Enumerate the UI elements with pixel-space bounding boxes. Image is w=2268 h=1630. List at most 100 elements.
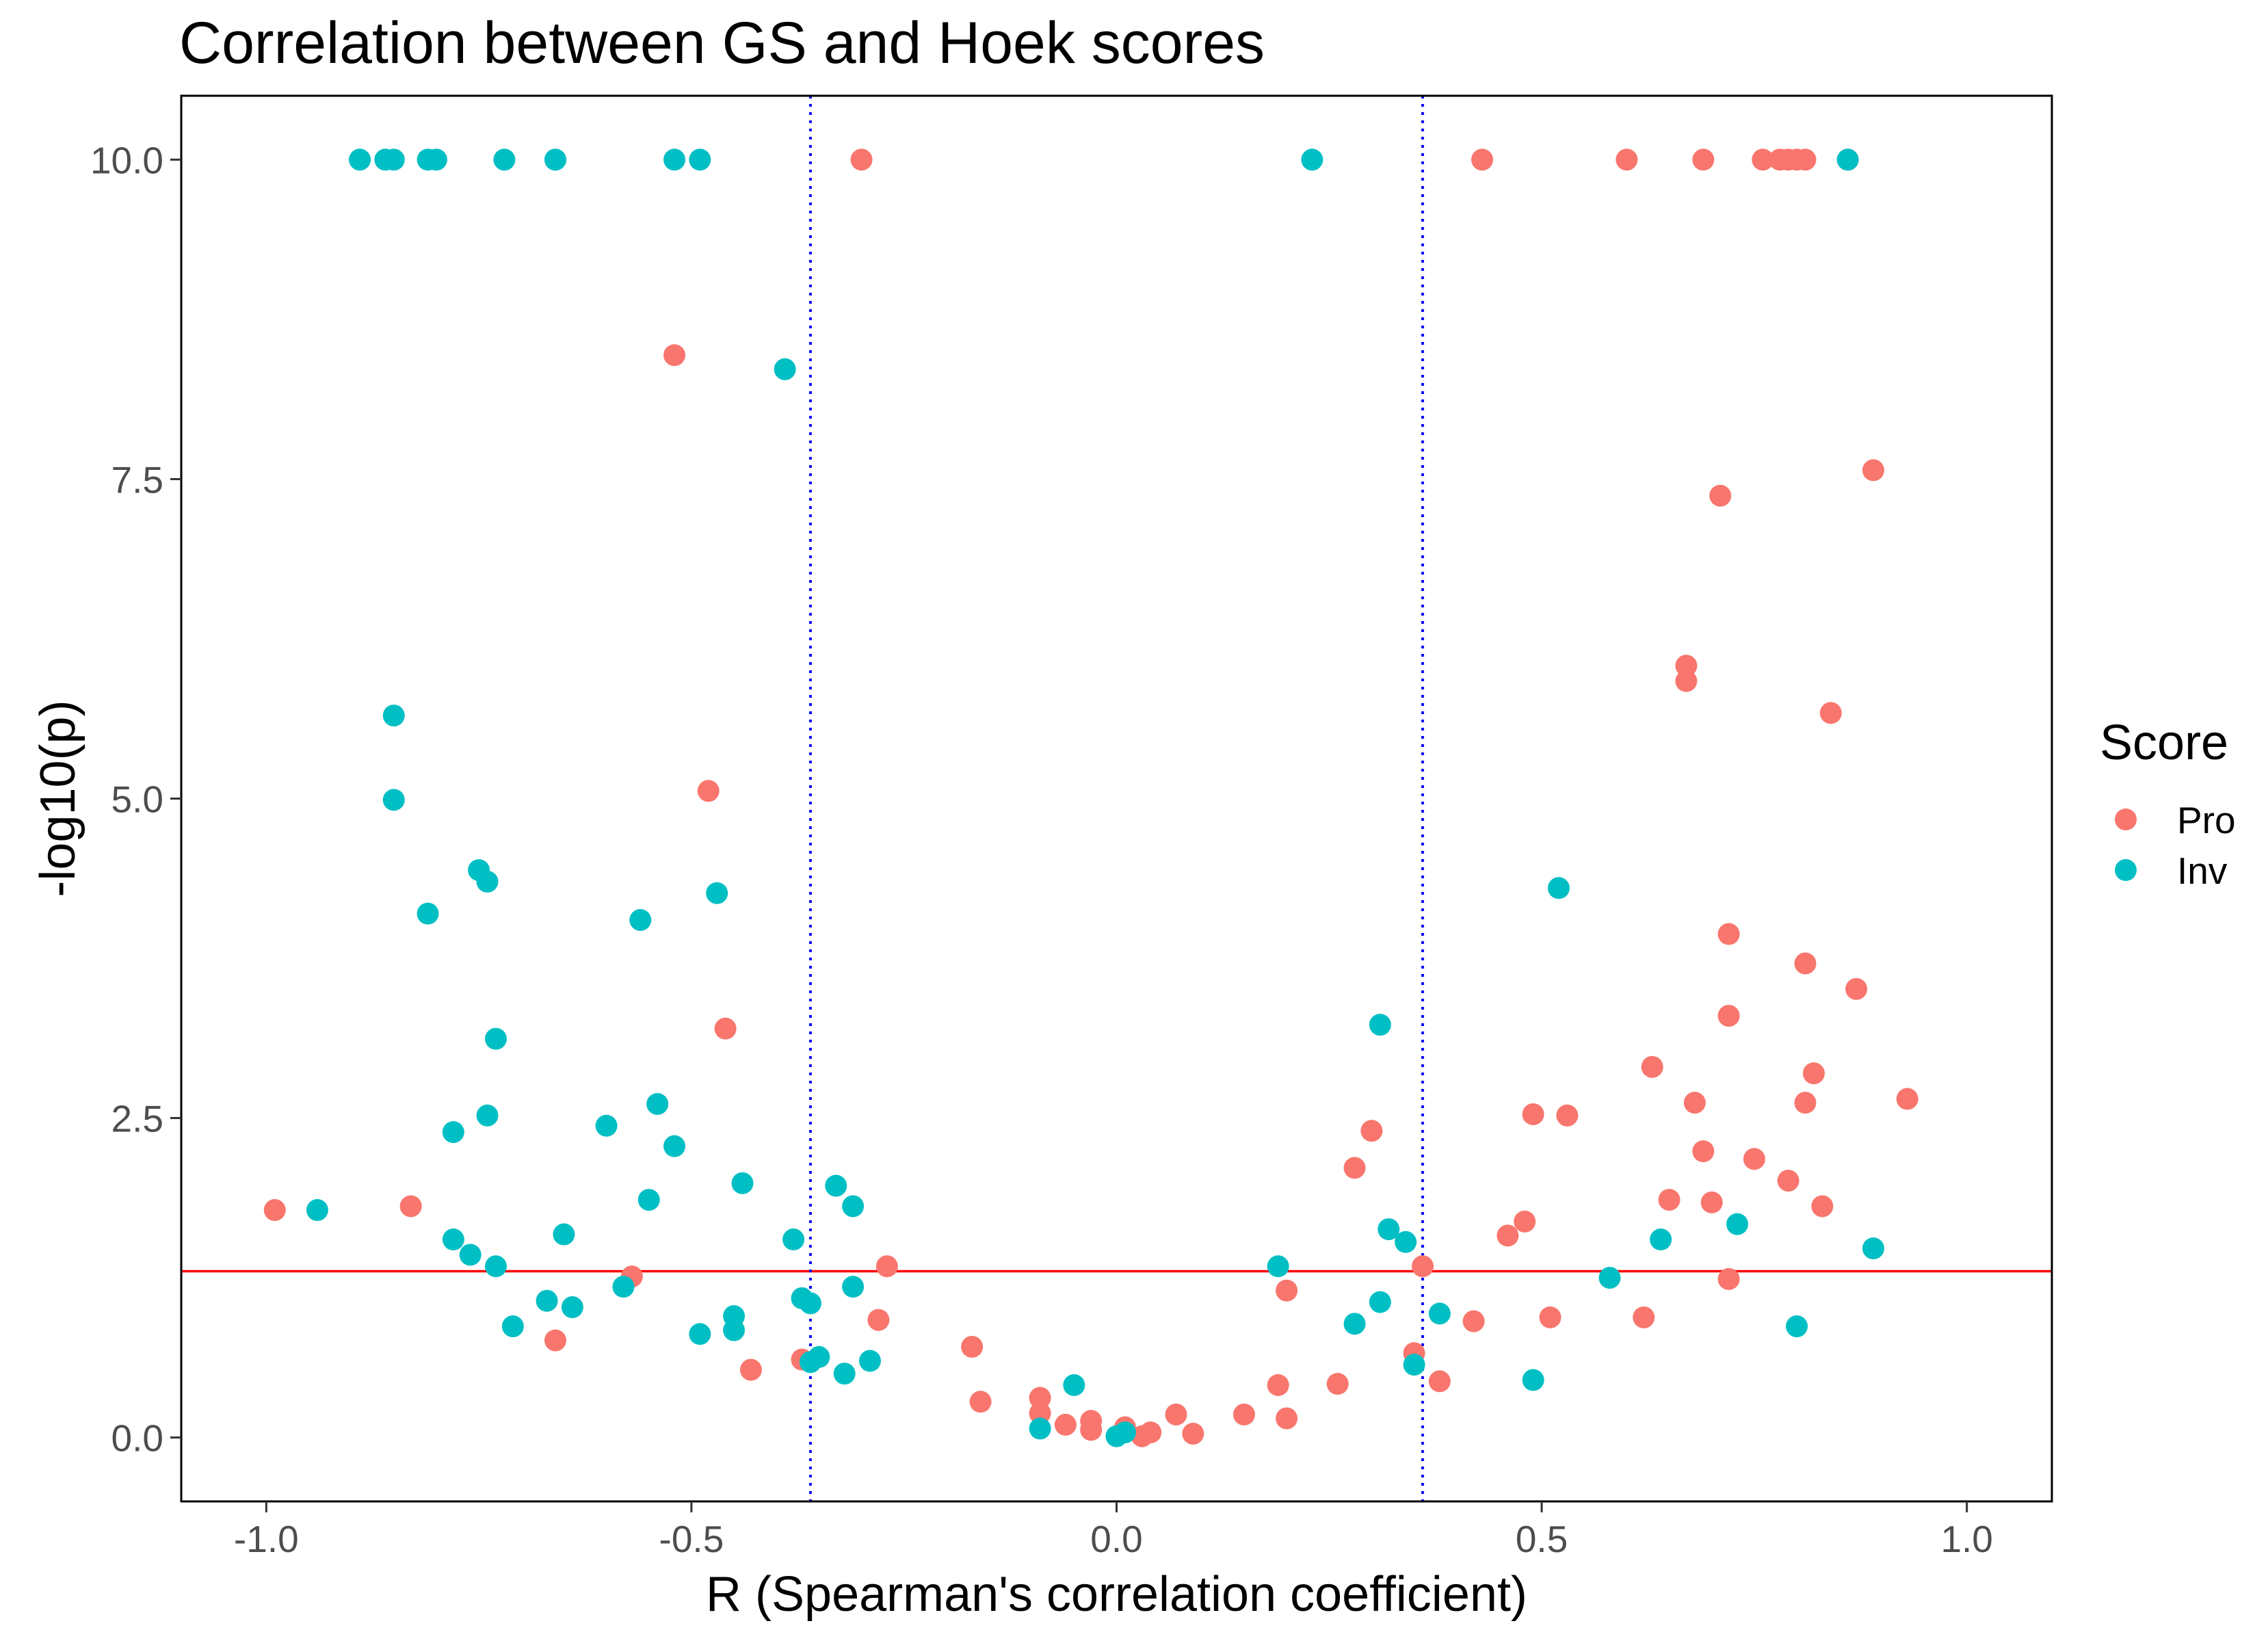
data-point [714,1017,737,1040]
data-point [663,148,686,171]
data-point [1692,1140,1715,1163]
data-point [1522,1103,1544,1125]
data-point [1267,1255,1289,1278]
data-point [493,148,516,171]
data-point [1377,1218,1400,1241]
data-point [1276,1407,1298,1430]
data-point [706,882,728,904]
data-point [1598,1267,1621,1289]
data-point [723,1319,746,1341]
data-point [1029,1417,1051,1440]
data-point [637,1189,660,1211]
data-point [689,148,711,171]
data-point [842,1276,865,1298]
y-tick-label: 5.0 [111,778,163,821]
x-tick-label: 0.5 [1516,1518,1568,1560]
x-axis: -1.0 -0.5 0.0 0.5 1.0 [234,1501,1993,1560]
data-point [1395,1231,1417,1253]
data-point [782,1228,805,1251]
legend-key-pro [2115,809,2137,830]
data-point [1029,1402,1051,1425]
data-point [1496,1224,1519,1247]
data-point [1326,1373,1349,1395]
data-point [1343,1157,1366,1179]
data-point [1700,1191,1723,1213]
data-point [875,1255,898,1278]
data-point [799,1351,821,1373]
data-point [561,1296,583,1319]
series-inv [306,148,1884,1447]
data-point [1360,1120,1383,1142]
data-point [1131,1425,1153,1447]
data-point [1412,1255,1434,1278]
data-point [1752,148,1774,171]
data-point [1658,1189,1680,1211]
data-point [1514,1210,1536,1233]
data-point [442,1228,464,1251]
data-point [1836,148,1859,171]
data-point [1165,1403,1187,1425]
chart-title: Correlation between GS and Hoek scores [179,10,1265,76]
data-point [595,1114,618,1137]
data-point [858,1350,881,1372]
data-point [1692,148,1715,171]
legend-label-pro: Pro [2177,799,2236,841]
data-point [1428,1302,1451,1325]
data-point [544,1329,566,1352]
data-point [1862,1237,1884,1260]
x-tick-label: 0.0 [1090,1518,1142,1560]
x-tick-label: 1.0 [1940,1518,1992,1560]
data-point [1786,1315,1808,1338]
data-point [663,1135,686,1157]
data-point [1616,148,1638,171]
data-point [382,148,405,171]
data-point [1080,1419,1103,1441]
data-point [442,1121,464,1144]
data-point [1819,702,1842,724]
data-point [1650,1228,1672,1251]
data-point [663,344,686,367]
data-point [1369,1291,1391,1313]
x-tick-label: -0.5 [659,1518,724,1560]
data-point [1777,1170,1799,1192]
y-axis-title: -log10(p) [31,700,85,897]
data-point [1717,1267,1740,1290]
data-point [1641,1055,1663,1078]
data-point [1267,1373,1289,1396]
x-axis-title: R (Spearman's correlation coefficient) [706,1567,1527,1622]
data-point [1633,1306,1655,1328]
legend-title: Score [2100,715,2228,770]
data-point [1539,1306,1561,1328]
data-point [1794,952,1817,975]
data-point [833,1363,856,1385]
data-point [1063,1373,1085,1396]
legend-label-inv: Inv [2177,850,2228,892]
data-point [536,1289,558,1312]
data-point [1811,1195,1834,1218]
data-point [544,148,566,171]
data-point [1556,1104,1579,1127]
data-point [1743,1148,1765,1170]
data-point [1802,1062,1825,1085]
data-point [484,1255,507,1278]
data-point [1862,459,1884,482]
data-point [969,1391,992,1413]
data-point [425,148,447,171]
data-point [739,1358,762,1381]
data-point [1182,1422,1204,1445]
data-point [697,780,720,802]
data-point [399,1195,422,1218]
data-point [774,358,796,380]
data-points [263,148,1918,1447]
data-point [1675,655,1698,677]
data-point [1683,1092,1706,1114]
y-tick-label: 7.5 [111,458,163,501]
data-point [1054,1413,1077,1436]
data-point [553,1223,575,1246]
data-point [1471,148,1494,171]
data-point [382,789,405,811]
data-point [1794,148,1817,171]
data-point [476,1104,499,1127]
